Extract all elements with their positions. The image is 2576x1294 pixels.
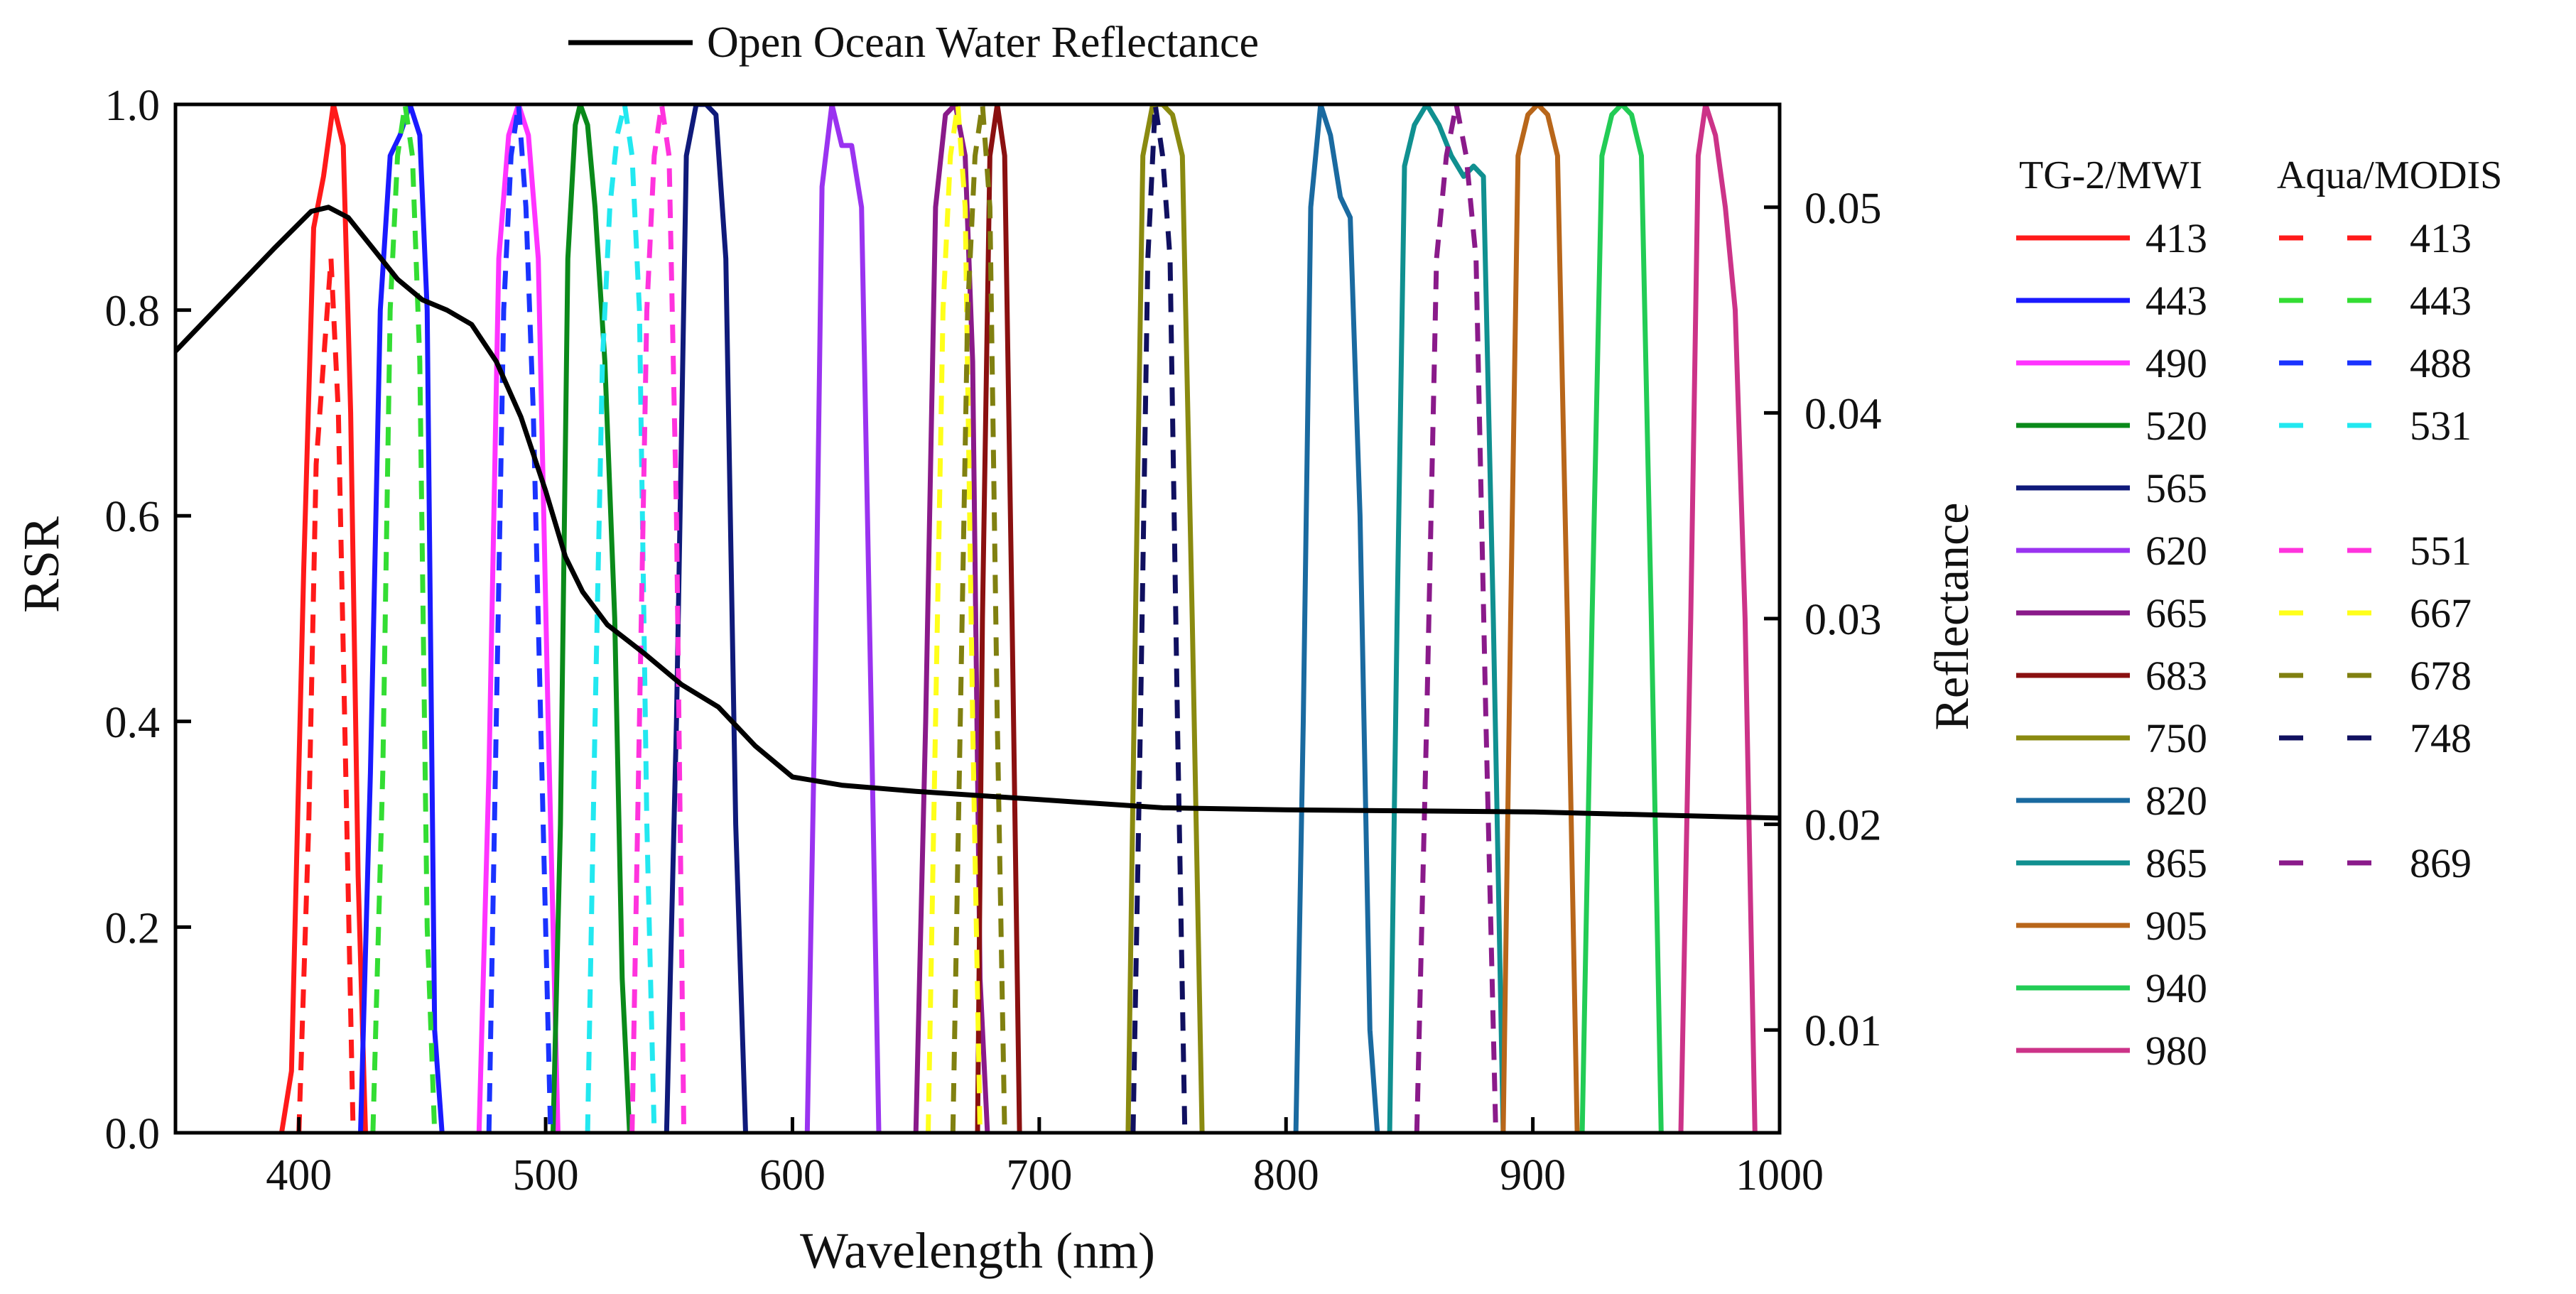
y2-tick-label: 0.01	[1804, 1007, 1882, 1055]
legend-label-tg2-565: 565	[2145, 465, 2207, 511]
band-legend: TG-2/MWI Aqua/MODIS 413 413 443 443 490 488 52…	[2016, 153, 2502, 1074]
series-line-tg-2-mwi-665	[913, 104, 990, 1133]
legend-label-modis-488: 488	[2410, 340, 2472, 386]
y-tick-label: 0.6	[105, 493, 161, 541]
series-line-aqua-modis-748	[1130, 104, 1188, 1133]
series-line-tg-2-mwi-620	[804, 104, 882, 1133]
legend-label-tg2-980: 980	[2145, 1028, 2207, 1074]
y-tick-label: 0.0	[105, 1110, 161, 1158]
x-tick-label: 400	[266, 1151, 332, 1200]
series-line-tg-2-mwi-940	[1579, 104, 1664, 1133]
x-tick-label: 1000	[1736, 1151, 1824, 1200]
y2-tick-label: 0.05	[1804, 185, 1882, 233]
top-legend-label: Open Ocean Water Reflectance	[707, 18, 1259, 67]
x-tick-label: 900	[1500, 1151, 1566, 1200]
series-line-tg-2-mwi-865	[1387, 104, 1506, 1133]
legend-label-modis-748: 748	[2410, 715, 2472, 761]
x-tick-label: 700	[1006, 1151, 1072, 1200]
y-axis-label: RSR	[13, 516, 70, 613]
legend-label-modis-869: 869	[2410, 840, 2472, 886]
legend-title-tg2: TG-2/MWI	[2019, 153, 2202, 197]
series-line-aqua-modis-531	[585, 104, 657, 1133]
legend-label-tg2-865: 865	[2145, 840, 2207, 886]
series-line-aqua-modis-443	[370, 104, 438, 1133]
x-tick-label: 500	[513, 1151, 579, 1200]
series-line-aqua-modis-667	[926, 104, 983, 1133]
legend-label-modis-531: 531	[2410, 403, 2472, 449]
series-line-tg-2-mwi-683	[975, 104, 1022, 1133]
legend-label-tg2-820: 820	[2145, 778, 2207, 824]
y-tick-label: 1.0	[105, 82, 161, 130]
legend-title-modis: Aqua/MODIS	[2277, 153, 2502, 197]
axes-layer: 400 500 600 700 800 900 1000 0.0 0.2 0.4 0.6 0.8 1.0…	[105, 82, 1882, 1200]
y2-tick-label: 0.04	[1804, 390, 1882, 438]
legend-label-modis-551: 551	[2410, 528, 2472, 574]
x-tick-label: 600	[759, 1151, 826, 1200]
series-line-tg-2-mwi-565	[664, 104, 748, 1133]
legend-label-modis-678: 678	[2410, 653, 2472, 699]
legend-label-modis-413: 413	[2410, 215, 2472, 261]
legend-label-tg2-683: 683	[2145, 653, 2207, 699]
top-legend: Open Ocean Water Reflectance	[568, 18, 1259, 67]
legend-label-tg2-520: 520	[2145, 403, 2207, 449]
series-line-aqua-modis-869	[1414, 104, 1498, 1133]
legend-label-tg2-905: 905	[2145, 903, 2207, 949]
series-line-aqua-modis-678	[950, 104, 1007, 1133]
y-tick-label: 0.2	[105, 904, 161, 952]
y2-tick-label: 0.03	[1804, 596, 1882, 644]
y-tick-label: 0.8	[105, 288, 161, 336]
legend-label-modis-667: 667	[2410, 590, 2472, 636]
series-line-tg-2-mwi-905	[1500, 104, 1580, 1133]
legend-label-tg2-940: 940	[2145, 965, 2207, 1011]
legend-label-tg2-665: 665	[2145, 590, 2207, 636]
series-line-tg-2-mwi-520	[551, 104, 632, 1133]
legend-label-tg2-620: 620	[2145, 528, 2207, 574]
y-tick-label: 0.4	[105, 699, 161, 747]
series-line-tg-2-mwi-750	[1125, 104, 1205, 1133]
y2-tick-label: 0.02	[1804, 802, 1882, 850]
series-line-tg-2-mwi-413	[278, 104, 368, 1133]
x-tick-label: 800	[1253, 1151, 1319, 1200]
x-axis-label: Wavelength (nm)	[800, 1222, 1155, 1279]
legend-label-modis-443: 443	[2410, 278, 2472, 324]
y2-axis-label: Reflectance	[1925, 503, 1979, 731]
reflectance-line	[175, 205, 1780, 821]
series-line-aqua-modis-488	[486, 104, 553, 1133]
legend-label-tg2-490: 490	[2145, 340, 2207, 386]
series-line-tg-2-mwi-820	[1293, 104, 1380, 1133]
legend-label-tg2-413: 413	[2145, 215, 2207, 261]
series-line-tg-2-mwi-980	[1678, 104, 1758, 1133]
legend-label-tg2-443: 443	[2145, 278, 2207, 324]
series-line-aqua-modis-413	[296, 256, 356, 1133]
plot-series-layer	[175, 104, 1780, 1133]
series-line-tg-2-mwi-490	[476, 104, 561, 1133]
legend-label-tg2-750: 750	[2145, 715, 2207, 761]
